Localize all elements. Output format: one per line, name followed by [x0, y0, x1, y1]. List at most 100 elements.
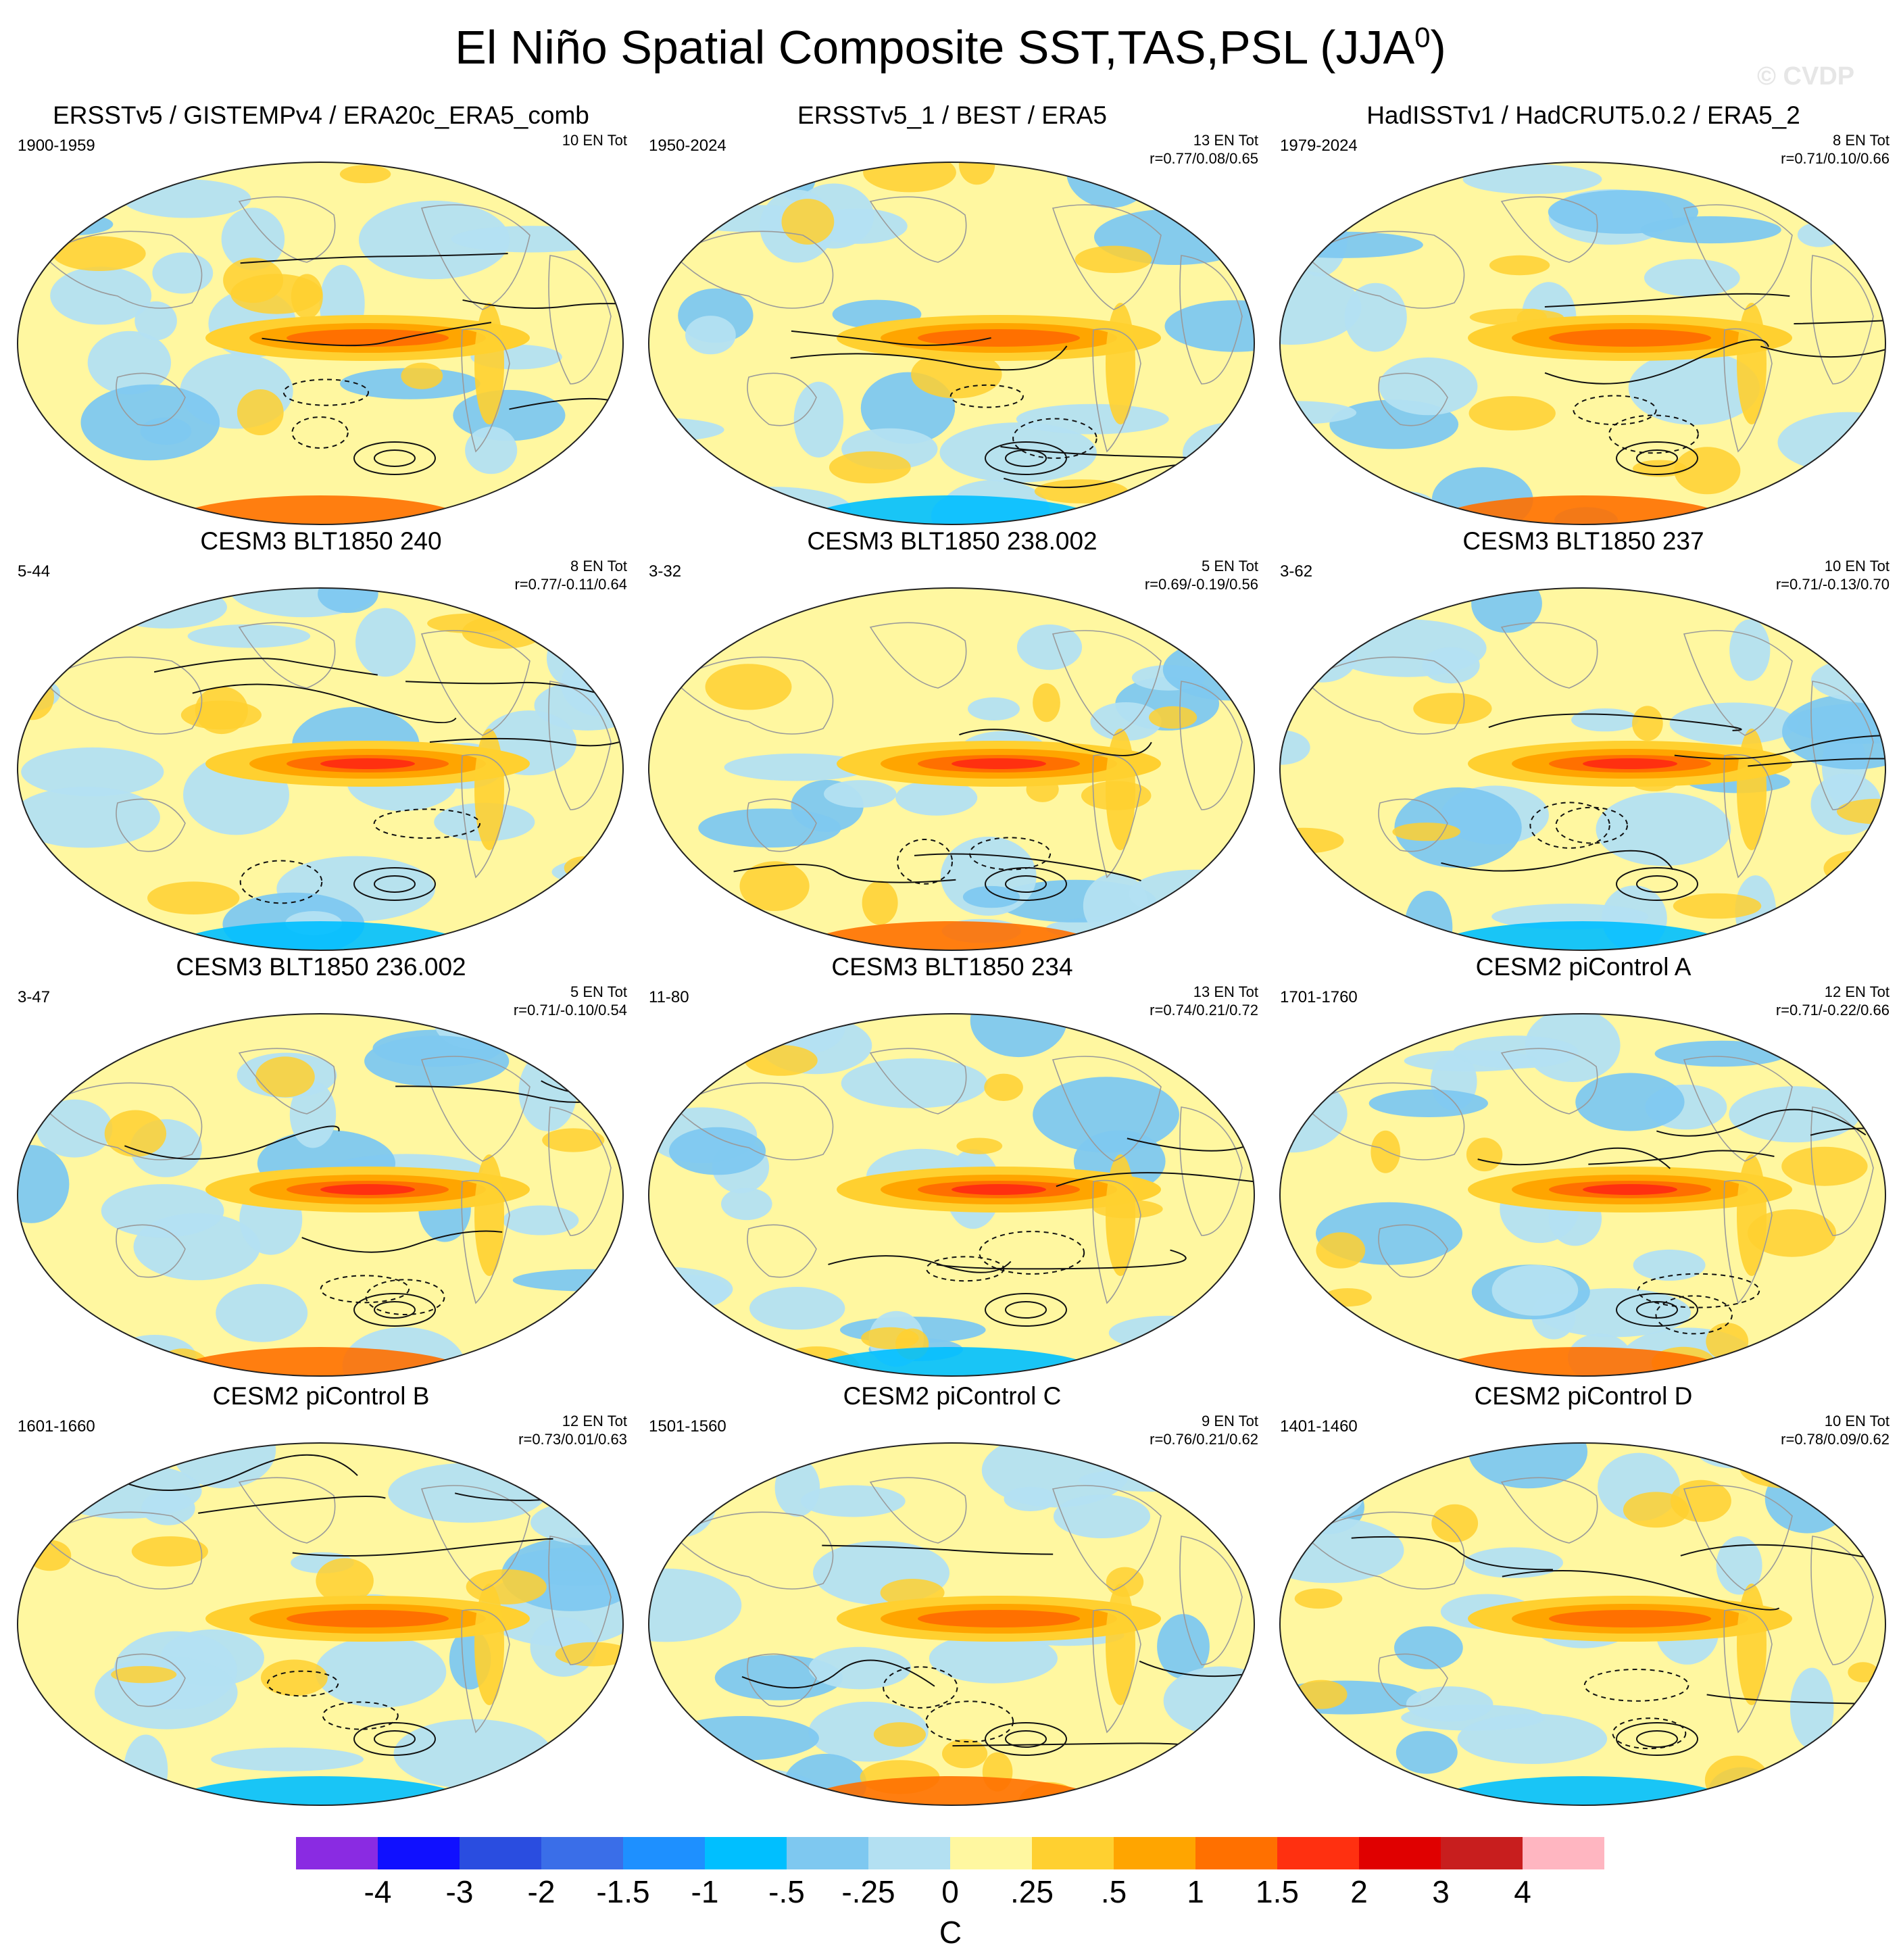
cool-anomaly-patch	[1453, 1035, 1579, 1069]
cool-anomaly-patch	[1781, 1759, 1883, 1800]
coastal-warm-anomaly	[474, 729, 504, 850]
colorbar-swatch	[460, 1837, 541, 1869]
cool-anomaly-patch	[216, 1283, 308, 1342]
warm-anomaly-patch	[710, 1353, 766, 1376]
colorbar-tick-label: -3	[445, 1874, 474, 1909]
polar-anomaly-band	[1427, 495, 1738, 524]
el-nino-warm-tongue	[918, 329, 1080, 347]
psl-contour-positive	[1810, 1119, 1885, 1144]
psl-contour-positive	[1636, 1730, 1678, 1748]
colorbar-tick-label: 3	[1432, 1874, 1450, 1909]
psl-contour-positive	[301, 1230, 503, 1253]
coastline	[548, 1106, 612, 1236]
psl-contour-positive	[791, 330, 991, 346]
coastline	[1092, 1609, 1141, 1734]
coastline	[869, 1048, 967, 1114]
psl-contour-positive	[936, 1249, 1187, 1270]
psl-contour-positive	[985, 1722, 1067, 1756]
cool-anomaly-patch	[581, 1067, 623, 1088]
cool-anomaly-patch	[134, 301, 177, 341]
warm-anomaly-patch	[104, 1110, 167, 1157]
polar-anomaly-band	[165, 495, 476, 524]
panel-title: ERSSTv5 / GISTEMPv4 / ERA20c_ERA5_comb	[53, 101, 589, 129]
coastline	[1683, 204, 1793, 310]
warm-anomaly-patch	[829, 451, 911, 484]
colorbar-tick-label: 2	[1350, 1874, 1368, 1909]
el-nino-warm-tongue	[287, 1610, 449, 1627]
warm-anomaly-patch	[237, 389, 284, 435]
warm-anomaly-patch	[1747, 1209, 1837, 1257]
warm-anomaly-patch	[1673, 893, 1762, 919]
panel-event-count: 5 EN Tot	[1202, 558, 1258, 574]
colorbar-tick-label: 4	[1514, 1874, 1531, 1909]
colorbar-tick-label: -.5	[768, 1874, 805, 1909]
cool-anomaly-patch	[1224, 1050, 1254, 1101]
map-panel: CESM2 piControl C 1501-1560 9 EN Tot r=0.76…	[638, 1382, 1266, 1815]
panel-event-count: 8 EN Tot	[1833, 132, 1890, 149]
warm-anomaly-patch	[1837, 798, 1885, 825]
psl-contour-positive	[240, 253, 508, 264]
coastline	[1179, 1106, 1243, 1236]
cool-anomaly-patch	[1394, 1626, 1463, 1669]
psl-contour-positive	[1588, 1150, 1775, 1165]
coastline	[1500, 1048, 1598, 1114]
warm-anomaly-patch	[28, 1540, 72, 1571]
warm-anomaly-patch	[1739, 1447, 1832, 1488]
psl-contour-positive	[374, 449, 416, 467]
cool-anomaly-patch	[140, 417, 192, 445]
coastline	[420, 1056, 530, 1162]
coastal-warm-anomaly	[1737, 1584, 1767, 1705]
coastline	[461, 1179, 510, 1304]
psl-contour-positive	[353, 441, 436, 475]
cool-anomaly-patch	[1156, 1755, 1252, 1805]
panel-event-count: 10 EN Tot	[1824, 1413, 1890, 1429]
psl-contour-positive	[959, 729, 1152, 756]
psl-contour-negative	[365, 1279, 445, 1316]
cool-anomaly-patch	[1462, 164, 1602, 195]
cool-anomaly-patch	[1628, 351, 1760, 425]
psl-contour-positive	[914, 853, 1141, 882]
psl-contour-positive	[125, 1454, 358, 1492]
coastline	[747, 1653, 817, 1707]
psl-contour-negative	[925, 1700, 1014, 1743]
coastline	[747, 798, 817, 852]
el-nino-warm-tongue	[1583, 1184, 1677, 1195]
coastline	[1500, 196, 1598, 263]
panel-stats: 8 EN Tot r=0.71/0.10/0.66	[1781, 131, 1890, 168]
map-panel: CESM3 BLT1850 236.002 3-47 5 EN Tot r=0.71/…	[7, 953, 635, 1386]
cool-anomaly-patch	[939, 422, 1097, 483]
psl-contour-positive	[1680, 1542, 1885, 1562]
coastal-warm-anomaly	[1106, 1584, 1135, 1705]
warm-anomaly-patch	[56, 1317, 99, 1346]
panel-stats: 10 EN Tot r=0.78/0.09/0.62	[1781, 1412, 1890, 1448]
psl-contour-positive	[985, 867, 1067, 901]
warm-anomaly-patch	[1431, 1504, 1479, 1542]
cool-anomaly-patch	[1293, 1471, 1364, 1519]
warm-anomaly-patch	[555, 1642, 623, 1667]
warm-anomaly-patch	[1392, 823, 1460, 841]
coastline	[420, 204, 530, 310]
map-border	[17, 587, 624, 951]
cool-anomaly-patch	[187, 624, 311, 648]
panel-title: CESM2 piControl A	[1475, 953, 1692, 981]
coastline	[1810, 255, 1874, 385]
warm-anomaly-patch	[781, 199, 835, 245]
coastline	[869, 622, 967, 689]
cool-anomaly-patch	[18, 787, 160, 848]
warm-anomaly-patch	[873, 1722, 926, 1747]
cool-anomaly-patch	[1729, 619, 1771, 681]
cool-anomaly-patch	[1108, 1315, 1225, 1350]
cool-anomaly-patch	[1189, 644, 1239, 668]
coastline	[1500, 622, 1598, 689]
psl-contour-positive	[1636, 449, 1678, 467]
psl-contour-positive	[822, 1544, 1054, 1555]
globe-map	[648, 587, 1255, 951]
panel-event-count: 8 EN Tot	[570, 558, 627, 574]
warm-anomaly-patch	[52, 236, 146, 271]
cool-anomaly-patch	[122, 179, 251, 218]
cool-anomaly-patch	[962, 885, 1020, 908]
cool-anomaly-patch	[1832, 627, 1885, 681]
warm-anomaly-patch	[958, 162, 995, 185]
warm-anomaly-patch	[542, 1128, 605, 1152]
polar-anomaly-band	[1427, 1347, 1738, 1376]
